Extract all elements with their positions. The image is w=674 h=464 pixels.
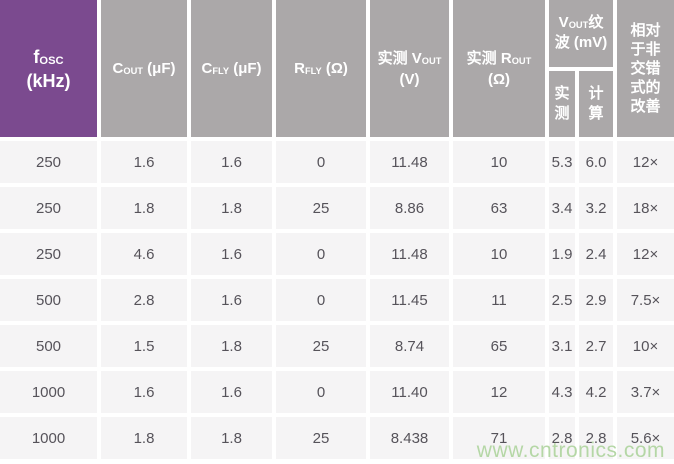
table-cell: 2.4 <box>579 233 613 275</box>
table-cell: 5.3 <box>549 141 575 183</box>
table-cell: 65 <box>453 325 545 367</box>
table-cell: 1.9 <box>549 233 575 275</box>
table-cell: 8.86 <box>370 187 449 229</box>
table-cell: 1.5 <box>101 325 187 367</box>
table-cell: 1.6 <box>191 279 272 321</box>
col-header-cfly: CFLY (μF) <box>191 0 272 137</box>
table-cell: 3.1 <box>549 325 575 367</box>
table-cell: 12× <box>617 233 674 275</box>
table-cell: 1000 <box>0 417 97 459</box>
fosc-symbol: fOSC <box>33 46 64 67</box>
vout-ripple-line1: VOUT纹 <box>558 14 604 32</box>
table-cell: 2.8 <box>549 417 575 459</box>
table-cell: 5.6× <box>617 417 674 459</box>
table-cell: 1.6 <box>191 371 272 413</box>
cout-label: COUT (μF) <box>112 60 176 77</box>
table-cell: 2.8 <box>579 417 613 459</box>
table-cell: 1000 <box>0 371 97 413</box>
vout-measured-label: 实测 VOUT <box>377 49 442 67</box>
table-cell: 1.6 <box>101 371 187 413</box>
table-cell: 1.6 <box>101 141 187 183</box>
col-header-ripple-calculated: 计 算 <box>579 70 613 137</box>
table-cell: 12 <box>453 371 545 413</box>
table-cell: 2.9 <box>579 279 613 321</box>
col-header-vout-ripple: VOUT纹 波 (mV) <box>549 0 613 67</box>
table-cell: 63 <box>453 187 545 229</box>
vout-ripple-header-group: VOUT纹 波 (mV) 实 测 计 算 <box>549 0 613 137</box>
table-cell: 2.8 <box>101 279 187 321</box>
col-header-vout-measured: 实测 VOUT (V) <box>370 0 449 137</box>
col-header-rout-measured: 实测 ROUT (Ω) <box>453 0 545 137</box>
table-cell: 250 <box>0 141 97 183</box>
table-cell: 2.7 <box>579 325 613 367</box>
table-cell: 12× <box>617 141 674 183</box>
table-cell: 2.5 <box>549 279 575 321</box>
table-cell: 7.5× <box>617 279 674 321</box>
table-cell: 18× <box>617 187 674 229</box>
table-cell: 10× <box>617 325 674 367</box>
fosc-unit: (kHz) <box>26 70 71 91</box>
table-cell: 71 <box>453 417 545 459</box>
table-cell: 3.4 <box>549 187 575 229</box>
table-cell: 11 <box>453 279 545 321</box>
table-cell: 0 <box>276 141 366 183</box>
table-cell: 25 <box>276 325 366 367</box>
col-header-improvement: 相对 于非 交错 式的 改善 <box>617 0 674 137</box>
rout-measured-label: 实测 ROUT <box>466 49 532 67</box>
col-header-rfly: RFLY (Ω) <box>276 0 366 137</box>
table-cell: 500 <box>0 325 97 367</box>
vout-measured-unit: (V) <box>399 70 420 88</box>
table-cell: 10 <box>453 233 545 275</box>
col-header-fosc: fOSC (kHz) <box>0 0 97 137</box>
table-cell: 1.8 <box>191 417 272 459</box>
table-cell: 8.438 <box>370 417 449 459</box>
table-cell: 4.2 <box>579 371 613 413</box>
table-cell: 4.6 <box>101 233 187 275</box>
table-cell: 1.8 <box>101 417 187 459</box>
table-cell: 25 <box>276 417 366 459</box>
table-cell: 11.45 <box>370 279 449 321</box>
table-cell: 250 <box>0 187 97 229</box>
table-cell: 0 <box>276 279 366 321</box>
table-cell: 1.8 <box>101 187 187 229</box>
rout-measured-unit: (Ω) <box>487 70 511 88</box>
table-cell: 4.3 <box>549 371 575 413</box>
table-cell: 11.48 <box>370 233 449 275</box>
table-cell: 1.6 <box>191 141 272 183</box>
table-cell: 0 <box>276 371 366 413</box>
table-cell: 1.8 <box>191 187 272 229</box>
cfly-label: CFLY (μF) <box>201 60 262 77</box>
table-cell: 10 <box>453 141 545 183</box>
table-cell: 8.74 <box>370 325 449 367</box>
col-header-cout: COUT (μF) <box>101 0 187 137</box>
table-cell: 500 <box>0 279 97 321</box>
table-cell: 250 <box>0 233 97 275</box>
col-header-ripple-measured: 实 测 <box>549 70 575 137</box>
table-cell: 6.0 <box>579 141 613 183</box>
table-cell: 0 <box>276 233 366 275</box>
table-cell: 3.2 <box>579 187 613 229</box>
table-cell: 11.48 <box>370 141 449 183</box>
table-cell: 25 <box>276 187 366 229</box>
rfly-label: RFLY (Ω) <box>294 60 348 77</box>
table-cell: 3.7× <box>617 371 674 413</box>
table-cell: 11.40 <box>370 371 449 413</box>
vout-ripple-line2: 波 (mV) <box>554 34 608 52</box>
table-cell: 1.8 <box>191 325 272 367</box>
table-cell: 1.6 <box>191 233 272 275</box>
